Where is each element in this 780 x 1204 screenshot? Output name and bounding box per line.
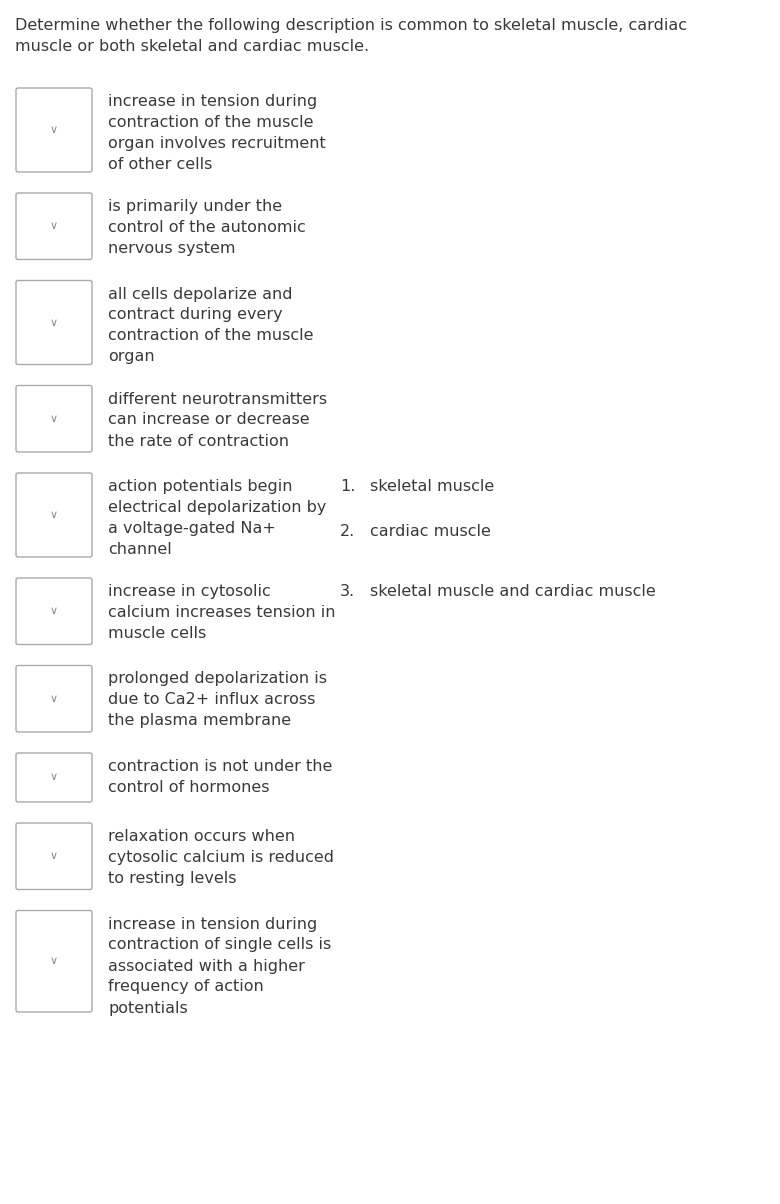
FancyBboxPatch shape (16, 88, 92, 172)
Text: Determine whether the following description is common to skeletal muscle, cardia: Determine whether the following descript… (15, 18, 687, 54)
Text: 3.: 3. (340, 584, 355, 600)
Text: different neurotransmitters
can increase or decrease
the rate of contraction: different neurotransmitters can increase… (108, 391, 327, 449)
Text: 2.: 2. (340, 524, 355, 539)
FancyBboxPatch shape (16, 193, 92, 260)
FancyBboxPatch shape (16, 752, 92, 802)
Text: ∨: ∨ (50, 125, 58, 135)
Text: all cells depolarize and
contract during every
contraction of the muscle
organ: all cells depolarize and contract during… (108, 287, 314, 365)
FancyBboxPatch shape (16, 473, 92, 557)
Text: ∨: ∨ (50, 222, 58, 231)
Text: cardiac muscle: cardiac muscle (370, 524, 491, 539)
Text: contraction is not under the
control of hormones: contraction is not under the control of … (108, 759, 332, 795)
Text: increase in tension during
contraction of the muscle
organ involves recruitment
: increase in tension during contraction o… (108, 94, 326, 172)
Text: ∨: ∨ (50, 694, 58, 704)
Text: ∨: ∨ (50, 414, 58, 424)
Text: prolonged depolarization is
due to Ca2+ influx across
the plasma membrane: prolonged depolarization is due to Ca2+ … (108, 672, 327, 728)
Text: 1.: 1. (340, 479, 356, 494)
Text: ∨: ∨ (50, 956, 58, 967)
Text: action potentials begin
electrical depolarization by
a voltage-gated Na+
channel: action potentials begin electrical depol… (108, 479, 326, 557)
Text: is primarily under the
control of the autonomic
nervous system: is primarily under the control of the au… (108, 199, 306, 256)
Text: relaxation occurs when
cytosolic calcium is reduced
to resting levels: relaxation occurs when cytosolic calcium… (108, 830, 334, 886)
Text: ∨: ∨ (50, 851, 58, 861)
Text: ∨: ∨ (50, 510, 58, 520)
Text: ∨: ∨ (50, 318, 58, 327)
FancyBboxPatch shape (16, 666, 92, 732)
Text: skeletal muscle and cardiac muscle: skeletal muscle and cardiac muscle (370, 584, 656, 600)
FancyBboxPatch shape (16, 910, 92, 1013)
Text: increase in cytosolic
calcium increases tension in
muscle cells: increase in cytosolic calcium increases … (108, 584, 335, 641)
Text: ∨: ∨ (50, 773, 58, 783)
FancyBboxPatch shape (16, 824, 92, 890)
FancyBboxPatch shape (16, 578, 92, 644)
Text: increase in tension during
contraction of single cells is
associated with a high: increase in tension during contraction o… (108, 916, 332, 1015)
FancyBboxPatch shape (16, 385, 92, 452)
FancyBboxPatch shape (16, 281, 92, 365)
Text: skeletal muscle: skeletal muscle (370, 479, 495, 494)
Text: ∨: ∨ (50, 607, 58, 616)
